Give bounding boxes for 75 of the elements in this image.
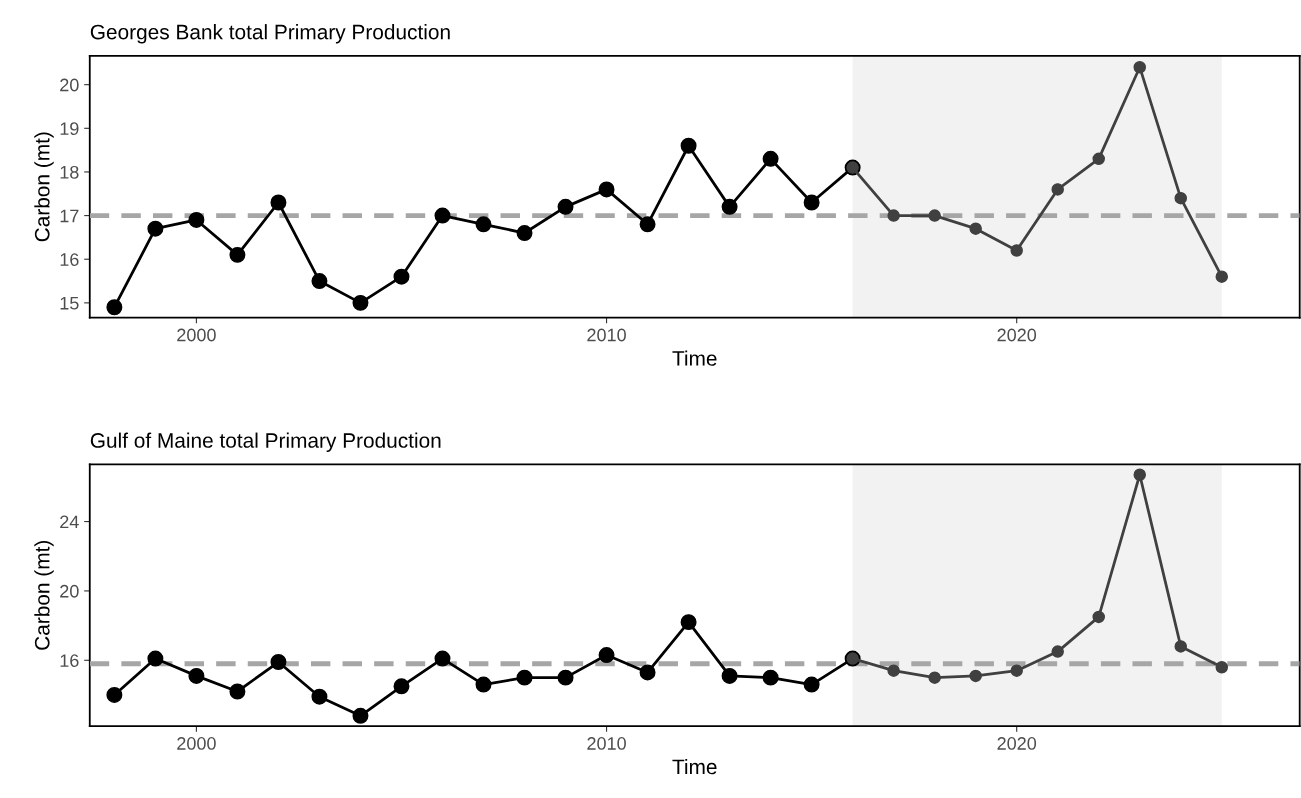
x-tick-label: 2020	[997, 737, 1037, 750]
point	[393, 678, 410, 695]
point	[516, 669, 533, 686]
point	[229, 683, 246, 700]
point	[803, 676, 820, 693]
point	[639, 216, 656, 233]
y-tick-label: 17	[60, 209, 79, 223]
point	[516, 225, 533, 242]
point	[229, 246, 246, 263]
point	[598, 647, 615, 664]
point	[147, 220, 164, 237]
point	[270, 654, 287, 671]
point	[762, 669, 779, 686]
point	[639, 664, 656, 681]
y-tick-label: 16	[60, 654, 79, 668]
y-axis-title: Carbon (mt)	[34, 132, 54, 242]
point	[557, 669, 574, 686]
x-tick-label: 2000	[177, 328, 216, 342]
point	[188, 211, 205, 228]
point	[969, 222, 982, 235]
point	[106, 686, 123, 703]
y-tick-label: 18	[60, 165, 79, 179]
y-tick-label: 16	[60, 253, 79, 266]
point	[106, 299, 123, 316]
point	[762, 150, 779, 167]
point	[1092, 610, 1105, 624]
point	[969, 669, 982, 683]
point	[803, 194, 820, 211]
point	[1174, 191, 1188, 205]
point	[1215, 660, 1229, 674]
point	[887, 664, 900, 677]
point	[721, 198, 738, 215]
point	[147, 650, 164, 667]
chart-title: Georges Bank total Primary Production	[90, 24, 450, 44]
x-tick-label: 2020	[997, 328, 1037, 342]
y-tick-label: 20	[60, 584, 79, 598]
point	[1174, 640, 1188, 653]
point	[1010, 664, 1023, 677]
point	[1051, 645, 1064, 658]
point	[393, 268, 410, 285]
point	[928, 209, 941, 222]
x-tick-label: 2010	[587, 328, 626, 342]
point	[434, 207, 451, 224]
x-axis-title: Time	[672, 758, 717, 775]
x-tick-label: 2010	[587, 737, 626, 750]
point	[887, 209, 900, 222]
x-tick-label: 2000	[177, 737, 216, 750]
point	[1010, 244, 1023, 257]
point	[598, 181, 615, 198]
point	[928, 671, 941, 684]
point	[680, 137, 697, 154]
point	[352, 294, 369, 311]
point	[1215, 270, 1229, 283]
y-tick-label: 24	[60, 515, 79, 529]
y-tick-label: 19	[60, 122, 79, 136]
point	[475, 216, 492, 233]
point	[311, 688, 328, 705]
point	[352, 707, 369, 724]
point	[1133, 60, 1146, 74]
point	[1133, 468, 1146, 481]
point	[721, 667, 738, 684]
point	[557, 198, 574, 215]
point	[475, 676, 492, 693]
point	[311, 273, 328, 290]
point	[188, 667, 205, 684]
point	[1092, 152, 1105, 166]
point	[434, 650, 451, 667]
chart-title: Gulf of Maine total Primary Production	[90, 432, 441, 452]
y-tick-label: 15	[60, 296, 79, 310]
point	[1051, 183, 1064, 196]
point	[270, 194, 287, 211]
x-axis-title: Time	[672, 350, 717, 366]
point	[680, 614, 697, 631]
y-tick-label: 20	[60, 78, 79, 92]
y-axis-title: Carbon (mt)	[34, 540, 54, 650]
